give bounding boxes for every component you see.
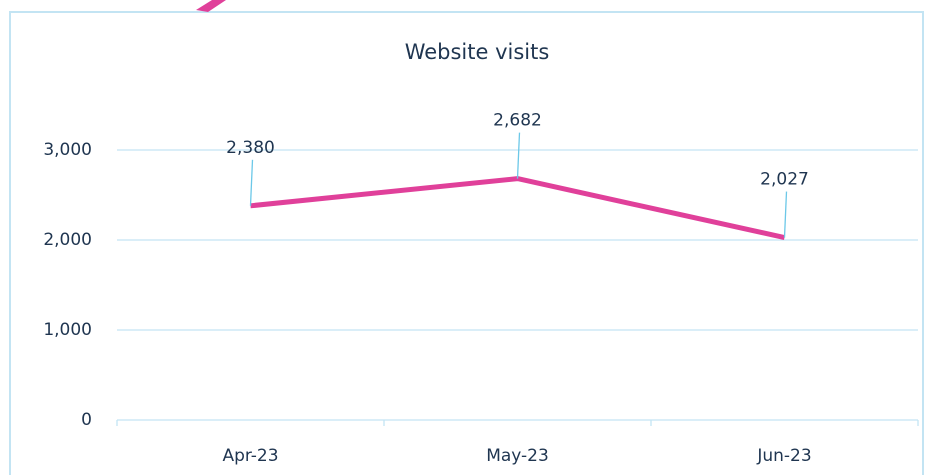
decoration <box>196 0 226 12</box>
x-tick-label: Jun-23 <box>756 446 811 466</box>
leader-line <box>783 191 788 238</box>
leader-line <box>249 159 254 206</box>
chart-title: Website visits <box>405 40 550 64</box>
y-tick-label: 1,000 <box>43 320 92 340</box>
leader-line <box>516 132 521 179</box>
x-tick-label: Apr-23 <box>222 446 278 466</box>
x-tick-label: May-23 <box>486 446 549 466</box>
data-label: 2,682 <box>493 111 542 131</box>
data-label: 2,380 <box>226 138 275 158</box>
data-label: 2,027 <box>760 170 809 190</box>
y-tick-label: 3,000 <box>43 140 92 160</box>
y-tick-label: 2,000 <box>43 230 92 250</box>
chart-frame <box>9 11 924 475</box>
y-tick-label: 0 <box>81 410 92 430</box>
